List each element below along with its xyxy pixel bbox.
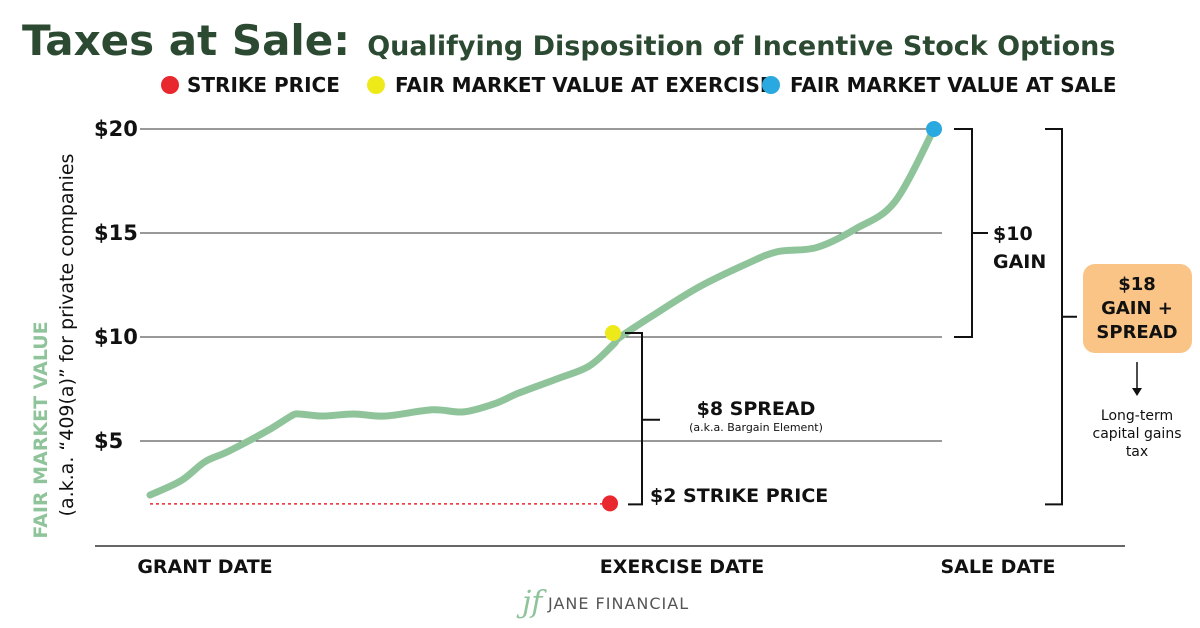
x-label-sale-date: SALE DATE (940, 556, 1055, 578)
strike-price-label: $2 STRIKE PRICE (650, 485, 828, 507)
chart-title: Taxes at Sale: Qualifying Disposition of… (22, 16, 1115, 65)
jane-financial-logo: jf JANE FINANCIAL (516, 585, 689, 620)
marker-fmv-exercise (605, 325, 621, 341)
gain-spread-box (1083, 264, 1192, 353)
legend-marker-strike (161, 76, 179, 94)
logo-mark-icon: jf (516, 585, 547, 620)
box-line-spread: SPREAD (1096, 322, 1177, 343)
y-tick-label: $15 (94, 221, 138, 245)
legend-label-sale: FAIR MARKET VALUE AT SALE (790, 73, 1117, 97)
x-label-grant-date: GRANT DATE (137, 556, 272, 578)
gridlines (140, 128, 942, 442)
marker-fmv-sale (926, 121, 942, 137)
legend-label-strike: STRIKE PRICE (187, 73, 340, 97)
box-line-amount: $18 (1118, 274, 1156, 295)
box-line-gain: GAIN + (1101, 298, 1173, 319)
title-main: Taxes at Sale: (22, 16, 350, 65)
arrow-head-icon (1132, 388, 1142, 396)
gain-label-amount: $10 (993, 223, 1033, 245)
legend-marker-sale (762, 76, 780, 94)
spread-bracket (625, 332, 660, 506)
series-line-fmv (146, 125, 938, 499)
y-tick-label: $20 (94, 117, 138, 141)
legend: STRIKE PRICE FAIR MARKET VALUE AT EXERCI… (161, 73, 1117, 97)
legend-label-exercise: FAIR MARKET VALUE AT EXERCISE (395, 73, 774, 97)
y-axis-label: FAIR MARKET VALUE (a.k.a. “409(a)” for p… (30, 154, 78, 539)
y-axis-label-sub: (a.k.a. “409(a)” for private companies (56, 154, 78, 517)
legend-marker-exercise (367, 76, 385, 94)
total-bracket (1045, 128, 1077, 506)
y-axis-label-main: FAIR MARKET VALUE (30, 321, 52, 538)
y-tick-label: $5 (94, 429, 123, 453)
tax-note-line-3: tax (1126, 444, 1148, 460)
marker-strike-price (602, 495, 618, 512)
spread-label: $8 SPREAD (697, 398, 816, 420)
gain-label-word: GAIN (993, 251, 1046, 273)
gain-bracket (954, 128, 988, 338)
tax-note-line-1: Long-term (1101, 408, 1173, 424)
title-subtitle: Qualifying Disposition of Incentive Stoc… (367, 31, 1115, 62)
logo-text: JANE FINANCIAL (547, 594, 689, 613)
spread-sublabel: (a.k.a. Bargain Element) (689, 421, 823, 434)
tax-note-line-2: capital gains (1093, 426, 1182, 442)
x-label-exercise-date: EXERCISE DATE (600, 556, 764, 578)
y-tick-labels: $5 $10 $15 $20 (94, 117, 138, 453)
y-tick-label: $10 (94, 325, 138, 349)
